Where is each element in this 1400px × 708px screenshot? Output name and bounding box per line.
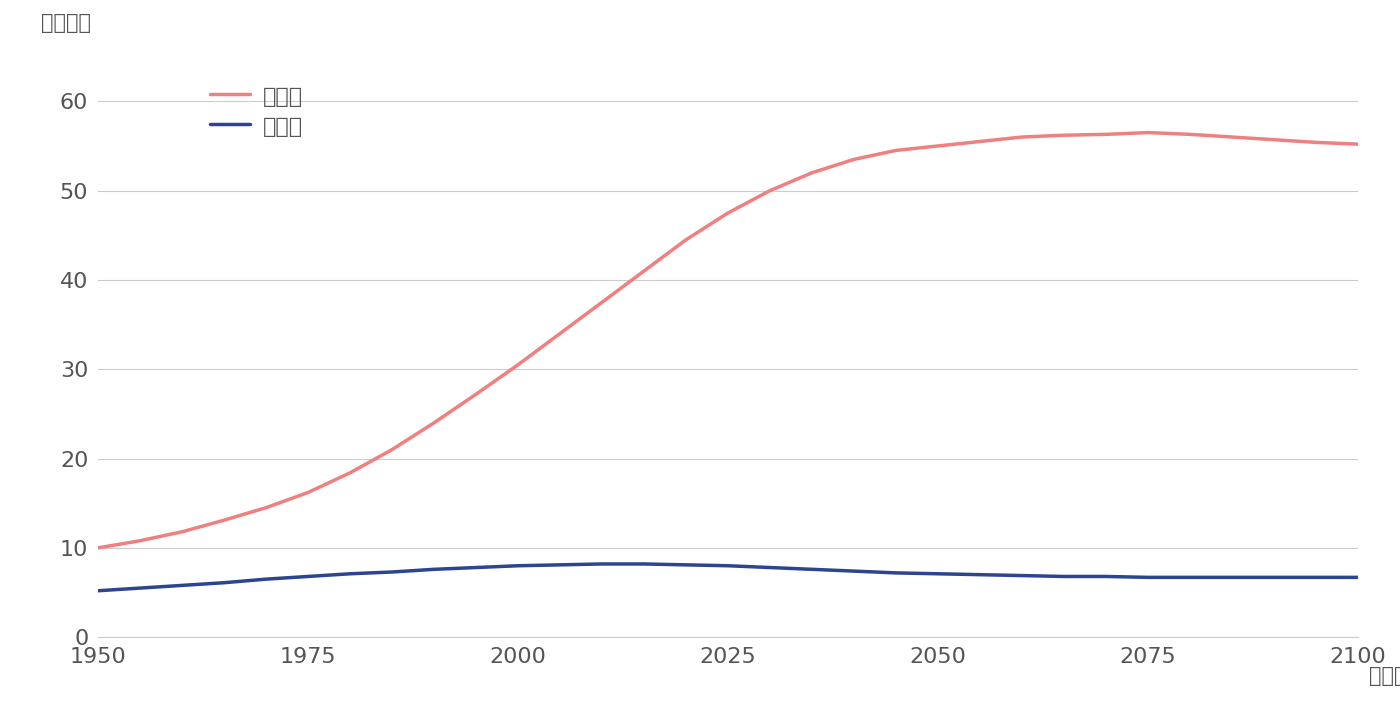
Text: （年）: （年） <box>1369 666 1400 686</box>
Legend: 新興国, 先進国: 新興国, 先進国 <box>210 85 304 137</box>
Text: （億人）: （億人） <box>42 13 91 33</box>
